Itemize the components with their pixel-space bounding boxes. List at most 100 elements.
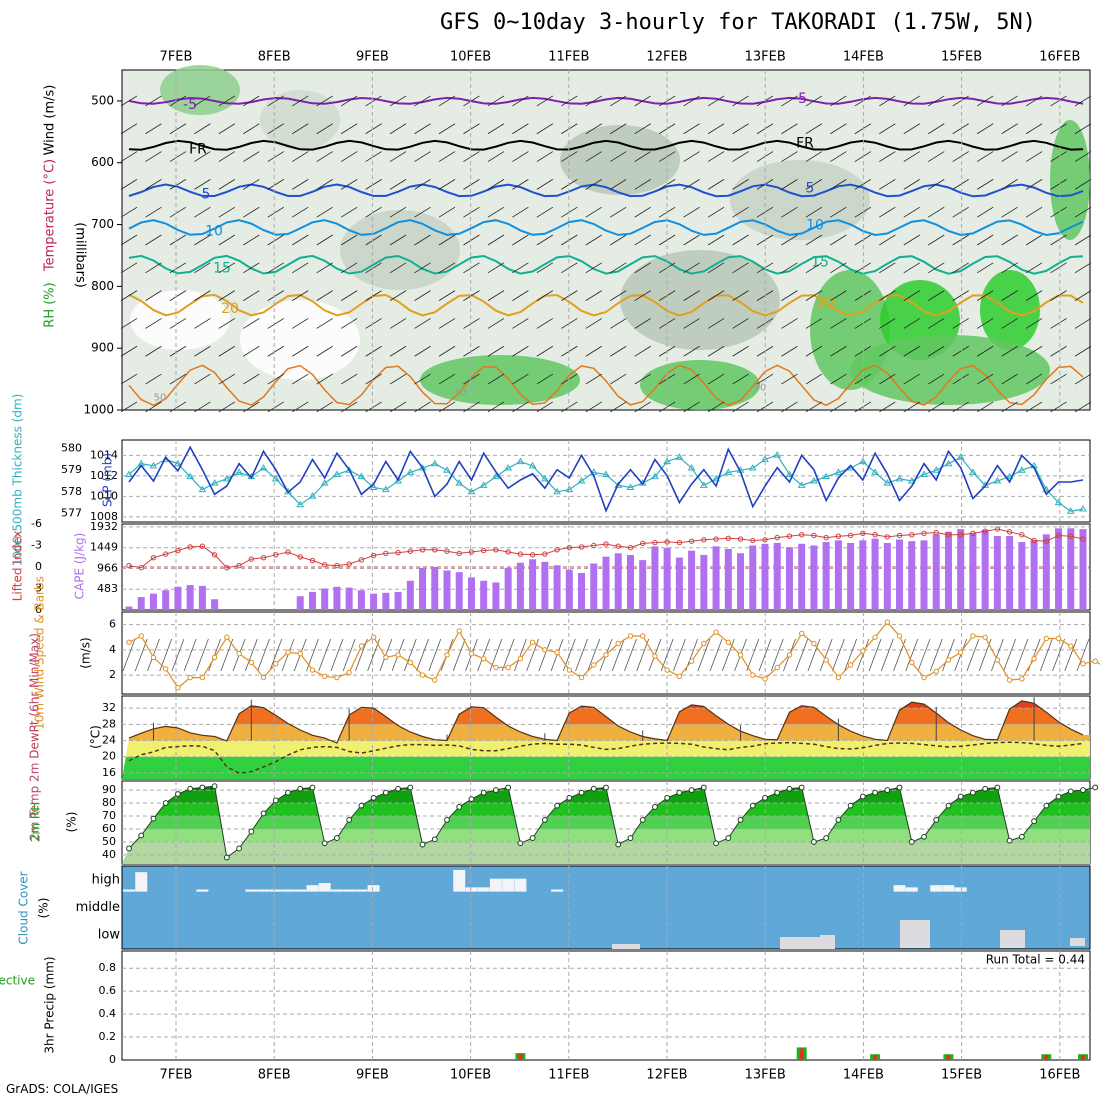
li-point [1055,532,1062,539]
wind-barb-10m [489,638,503,672]
wind-barb [316,318,333,329]
thickness-point [785,470,794,478]
rh-point [444,817,450,823]
wind-barb [194,95,211,107]
cape-bar [663,548,671,610]
cape-bar [321,588,329,610]
wind-barb [512,318,529,329]
wind-barb [414,373,431,385]
cape-bar [773,542,781,610]
wind-barb [389,123,407,135]
wind-barb [463,123,480,135]
cloud-bar-high [343,889,356,892]
wind-barb [976,345,994,357]
li-point [224,565,230,571]
wind-barb-10m [709,638,723,672]
wind-barb [267,95,284,107]
wind-barb [389,318,407,329]
temp-tick-label: 24 [102,734,116,747]
wind-barb [1074,234,1092,246]
wind-barb [830,401,847,413]
li-point [994,526,1001,532]
wind-barb [830,345,847,357]
cape-bar [308,591,316,610]
cape-bar [174,586,182,610]
wind-speed-point [542,647,548,653]
wind-barb [903,373,920,385]
wind-barb [1050,234,1067,246]
thickness-point [528,461,537,469]
wind-barb [561,95,578,107]
thickness-point [467,487,476,495]
wind-barb [218,151,236,162]
thickness-point [553,487,561,495]
wind-barb [243,95,260,107]
thickness-point [1079,505,1087,512]
cloud-bar-high [893,885,906,892]
cape-bar [712,546,720,610]
wind-barb [585,179,602,190]
wind-barb [243,401,260,413]
wind-barb [707,318,725,329]
thickness-point [479,481,488,488]
wind-barb [243,206,260,218]
li-point [419,547,426,553]
wind-barb [928,345,945,357]
wind-barb [463,262,480,274]
date-label-bottom: 15FEB [941,1068,982,1083]
wind-barb [585,123,602,135]
wind-barb-10m [122,638,136,672]
thickness-point [381,485,390,493]
cape-bar [455,572,463,610]
wind-barb [928,262,945,274]
wind-barb [463,345,480,357]
wind-speed-point [480,655,487,662]
rh-point [199,784,206,791]
li-point [529,552,536,558]
wind-barb [634,123,651,135]
thickness-tick-label: 579 [61,463,82,476]
wind-barb [805,318,823,329]
wind-barb-10m [134,638,148,672]
rh-shading [1050,120,1090,240]
cloud-bar-high [942,885,955,892]
date-label-top: 16FEB [1039,50,1080,65]
pressure-tick-label: 600 [91,155,114,169]
date-label-top: 9FEB [356,50,389,65]
wind-barb [292,262,309,274]
wind-barb [561,401,578,413]
cloud-bar-high [318,883,331,892]
slp-tick-label: 1010 [90,489,118,502]
thickness-point [956,453,965,460]
cape-bar [1030,540,1038,610]
wind-barb [903,318,920,329]
rh-point [615,841,622,848]
rh-ylabel: (%) [65,812,79,833]
wind-barb [561,345,578,357]
wind-barb [976,95,994,107]
wind-barb [512,123,529,135]
li-point [517,551,524,557]
rh-point [652,804,658,810]
cape-bar [737,553,745,610]
cloud-bar-high [367,885,380,892]
rh-point [370,794,377,801]
temp-band [122,756,1090,779]
isotherm-label: 20 [816,295,834,311]
date-label-top: 7FEB [160,50,193,65]
wind-speed-point [860,648,866,654]
wind-speed-point [664,667,670,673]
isotherm-label: 10 [205,224,223,240]
wind-barb [634,401,651,413]
wind-barb [316,151,333,162]
wind-barb [634,318,651,329]
rh-band [122,816,1090,829]
wind-barb [903,179,920,190]
cape-bar [553,565,561,610]
thickness-point [907,477,916,484]
precip-frame [121,950,1091,1061]
wind-speed-point [517,655,524,662]
cape-bar [541,561,549,610]
wind-barb [169,206,187,218]
wind-speed-point [554,649,560,656]
